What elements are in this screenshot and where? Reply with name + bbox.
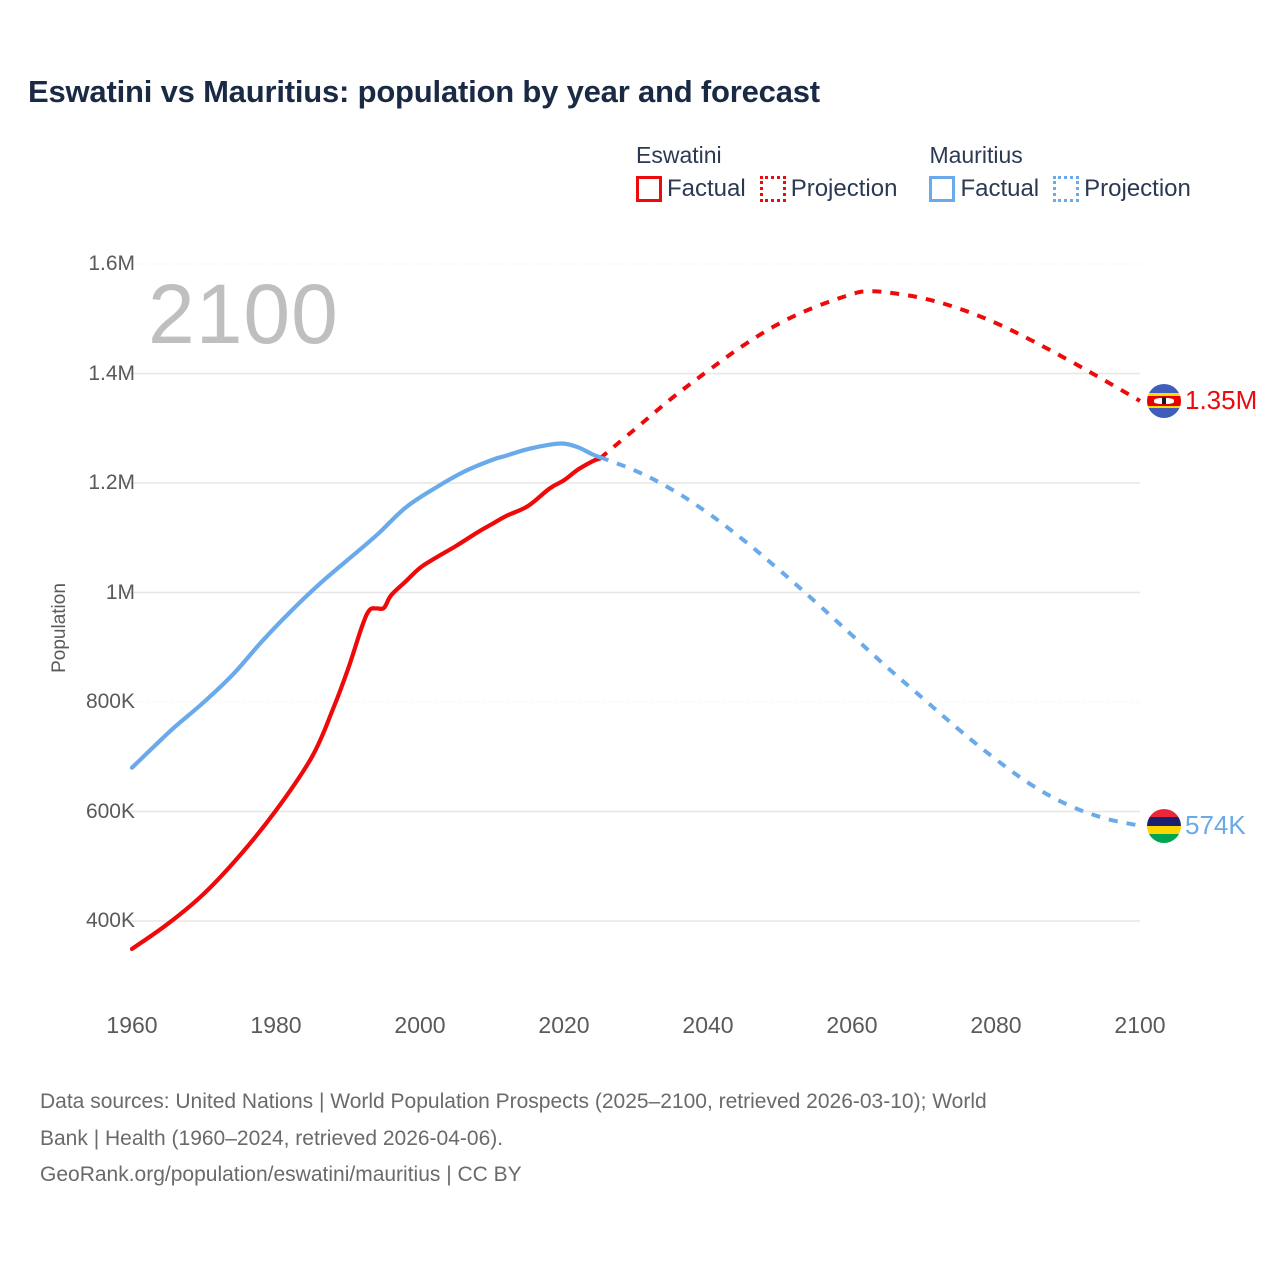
watermark-year: 2100 bbox=[148, 267, 339, 361]
dotted-square-outline-icon bbox=[759, 176, 786, 202]
y-axis-tick-label: 1.6M bbox=[88, 252, 135, 275]
y-axis-tick-label: 1M bbox=[105, 580, 135, 604]
footer-line-2: Bank | Health (1960–2024, retrieved 2026… bbox=[40, 1126, 504, 1150]
legend-label-mauritius-projection: Projection bbox=[1084, 175, 1191, 202]
x-axis-tick-label: 2080 bbox=[970, 1012, 1022, 1038]
x-axis-tick-label: 2060 bbox=[826, 1012, 878, 1038]
x-axis-tick-label: 2100 bbox=[1114, 1012, 1166, 1038]
eswatini-flag-icon bbox=[1147, 383, 1181, 418]
page-title: Eswatini vs Mauritius: population by yea… bbox=[28, 74, 820, 109]
y-axis-tick-label: 1.4M bbox=[88, 361, 135, 385]
x-axis-tick-label: 2040 bbox=[682, 1012, 734, 1038]
y-axis-title: Population bbox=[49, 583, 70, 673]
endpoint-mauritius: 574K bbox=[1147, 808, 1246, 843]
dotted-square-outline-icon bbox=[1053, 176, 1080, 202]
x-axis-tick-label: 1980 bbox=[250, 1012, 302, 1038]
legend-group-mauritius: Mauritius Factual Projection bbox=[929, 142, 1191, 203]
endpoint-eswatini: 1.35M bbox=[1147, 383, 1258, 418]
x-axis-tick-label: 1960 bbox=[106, 1012, 158, 1038]
legend-item-mauritius-factual[interactable]: Factual bbox=[929, 175, 1039, 203]
x-axis-tick-label: 2020 bbox=[538, 1012, 590, 1038]
y-axis-tick-label: 800K bbox=[85, 690, 135, 713]
x-axis-tick-label: 2000 bbox=[394, 1012, 446, 1038]
y-axis-tick-label: 600K bbox=[85, 799, 135, 823]
footer-sources: Data sources: United Nations | World Pop… bbox=[40, 1086, 1250, 1192]
legend-label-mauritius-factual: Factual bbox=[960, 175, 1040, 202]
legend-label-eswatini-factual: Factual bbox=[667, 175, 746, 202]
footer-line-1: Data sources: United Nations | World Pop… bbox=[40, 1090, 987, 1113]
endpoint-value-eswatini: 1.35M bbox=[1185, 385, 1258, 416]
endpoint-value-mauritius: 574K bbox=[1185, 810, 1246, 841]
footer-line-3[interactable]: GeoRank.org/population/eswatini/mauritiu… bbox=[40, 1163, 522, 1187]
legend-item-eswatini-projection[interactable]: Projection bbox=[759, 175, 898, 203]
legend-label-eswatini-projection: Projection bbox=[790, 175, 898, 202]
legend-group-title-eswatini: Eswatini bbox=[636, 142, 722, 168]
legend-item-mauritius-projection[interactable]: Projection bbox=[1053, 175, 1191, 203]
y-axis-tick-label: 400K bbox=[85, 909, 135, 932]
chart-legend: Eswatini Factual Projection Mauritius Fa… bbox=[636, 142, 1191, 203]
solid-square-outline-icon bbox=[636, 176, 662, 202]
legend-item-eswatini-factual[interactable]: Factual bbox=[636, 175, 746, 203]
solid-square-outline-icon bbox=[929, 176, 956, 202]
mauritius-flag-icon bbox=[1147, 808, 1181, 843]
y-axis-tick-label: 1.2M bbox=[88, 471, 135, 494]
legend-group-title-mauritius: Mauritius bbox=[929, 142, 1023, 168]
legend-group-eswatini: Eswatini Factual Projection bbox=[636, 142, 897, 203]
